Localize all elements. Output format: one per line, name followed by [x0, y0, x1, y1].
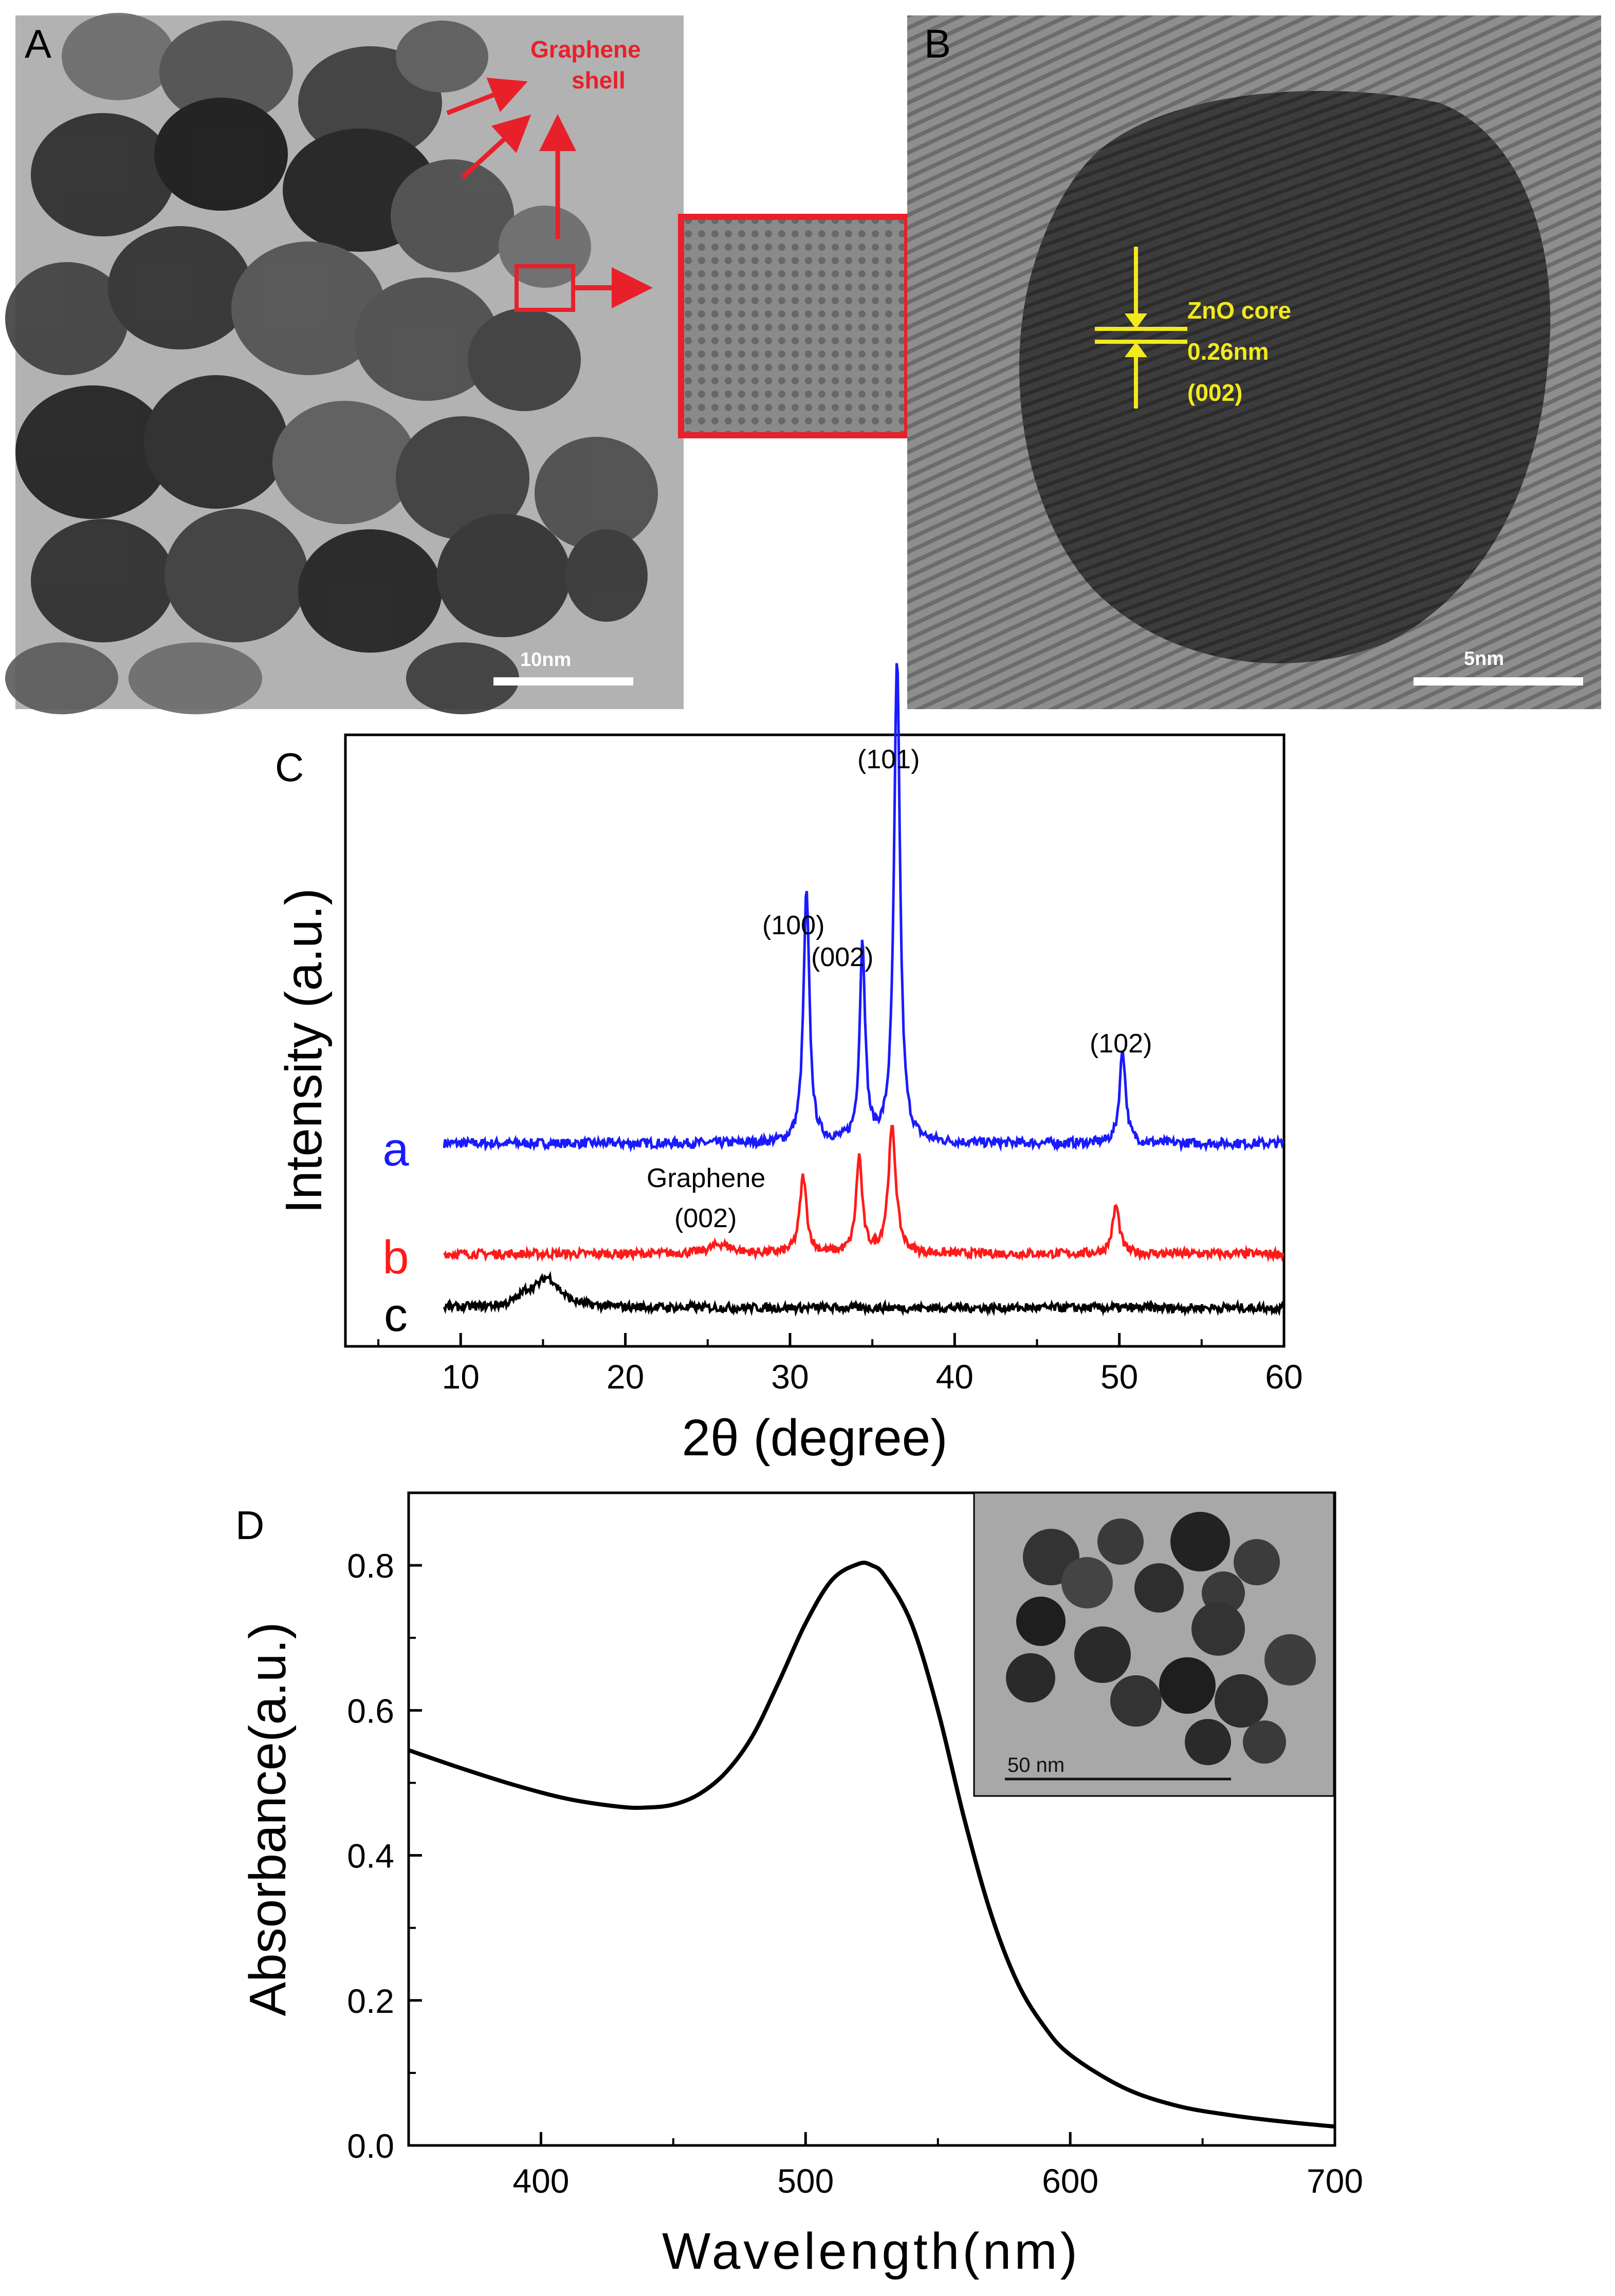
chart-c-x-tick-label: 40	[936, 1358, 974, 1396]
chart-d-y-tick-label: 0.2	[347, 1982, 394, 2020]
zno-core-particle	[1019, 90, 1551, 663]
annot-101: (101)	[857, 745, 920, 774]
chart-c-x-tick-label: 10	[442, 1358, 480, 1396]
graphene-shell-label-line1: Graphene	[530, 36, 641, 63]
panel-b-letter: B	[924, 21, 951, 66]
lattice-spacing-label: 0.26nm	[1187, 338, 1269, 365]
zno-core-label: ZnO core	[1187, 297, 1291, 324]
chart-c-series-label-a: a	[382, 1123, 409, 1176]
chart-c-series-label-c: c	[384, 1289, 408, 1341]
chart-d-xlabel: Wavelength(nm)	[662, 2223, 1080, 2280]
panel-a-letter: A	[25, 21, 51, 66]
panel-d-letter: D	[235, 1503, 264, 1548]
annot-graphene-002: (002)	[674, 1203, 737, 1233]
panel-c: C 10 20 30 40 50 60 a bc (100) (002) (101) (10…	[275, 663, 1303, 1467]
panel-a: A Graphene shell 10nm	[5, 13, 684, 714]
chart-c-x-tick-label: 20	[607, 1358, 644, 1396]
annot-graphene: Graphene	[647, 1163, 765, 1193]
annot-102: (102)	[1090, 1029, 1152, 1059]
chart-d-y-tick-label: 0.0	[347, 2127, 394, 2165]
scale-label-a: 10nm	[520, 649, 571, 671]
graphene-shell-arrows	[446, 78, 576, 239]
panel-a-particles	[5, 13, 658, 714]
scale-bar-b	[1414, 677, 1583, 686]
chart-c-series-label-b: b	[382, 1231, 409, 1284]
chart-c-ylabel: Intensity (a.u.)	[275, 888, 333, 1214]
chart-d-y-tick-label: 0.8	[347, 1547, 394, 1585]
chart-d-ylabel: Absorbance(a.u.)	[239, 1622, 297, 2016]
annot-002: (002)	[811, 942, 873, 972]
lattice-zoom-inset	[678, 214, 910, 438]
chart-d-x-tick-label: 500	[777, 2162, 834, 2200]
chart-c-series-c	[443, 1271, 1284, 1317]
lattice-plane-label: (002)	[1187, 379, 1242, 406]
panel-c-letter: C	[275, 745, 304, 790]
chart-c-series-labels: a bc	[382, 1123, 409, 1341]
lattice-spacing-marker	[1095, 247, 1187, 409]
chart-d-x-tick-label: 400	[512, 2162, 569, 2200]
chart-c-x-tick-label: 60	[1265, 1358, 1302, 1396]
chart-d-y-tick-label: 0.6	[347, 1692, 394, 1730]
annot-100: (100)	[762, 911, 824, 940]
chart-c-series-b	[443, 1124, 1284, 1263]
chart-c-series	[443, 663, 1284, 1317]
chart-d-absorbance-line	[408, 1561, 1335, 2129]
chart-c-frame	[344, 733, 1286, 1348]
chart-d-x-tick-label: 600	[1042, 2162, 1098, 2200]
inset-scale-label: 50 nm	[1007, 1754, 1065, 1776]
panel-b: B ZnO core 0.26nm (002) 5nm	[907, 15, 1601, 709]
chart-c-x-ticks: 10 20 30 40 50 60	[377, 1333, 1303, 1396]
chart-c-series-a	[443, 663, 1284, 1153]
panel-d: D 400 500 600 700 0.0 0.2 0.4 0.6 0.8	[235, 1491, 1363, 2280]
chart-d-ticks: 400 500 600 700 0.0 0.2 0.4 0.6 0.8	[347, 1547, 1363, 2200]
chart-c-xlabel: 2θ (degree)	[682, 1409, 948, 1467]
zoom-selection-box	[515, 264, 575, 312]
chart-c-x-tick-label: 30	[771, 1358, 809, 1396]
chart-d-frame	[407, 1491, 1336, 2147]
chart-d-y-tick-label: 0.4	[347, 1837, 394, 1875]
scale-bar-a	[493, 677, 633, 686]
scale-label-b: 5nm	[1464, 648, 1504, 670]
chart-c-x-tick-label: 50	[1100, 1358, 1138, 1396]
tem-inset-nanoparticles: 50 nm	[973, 1492, 1335, 1797]
chart-d-x-tick-label: 700	[1307, 2162, 1363, 2200]
graphene-shell-label-line2: shell	[572, 67, 626, 94]
